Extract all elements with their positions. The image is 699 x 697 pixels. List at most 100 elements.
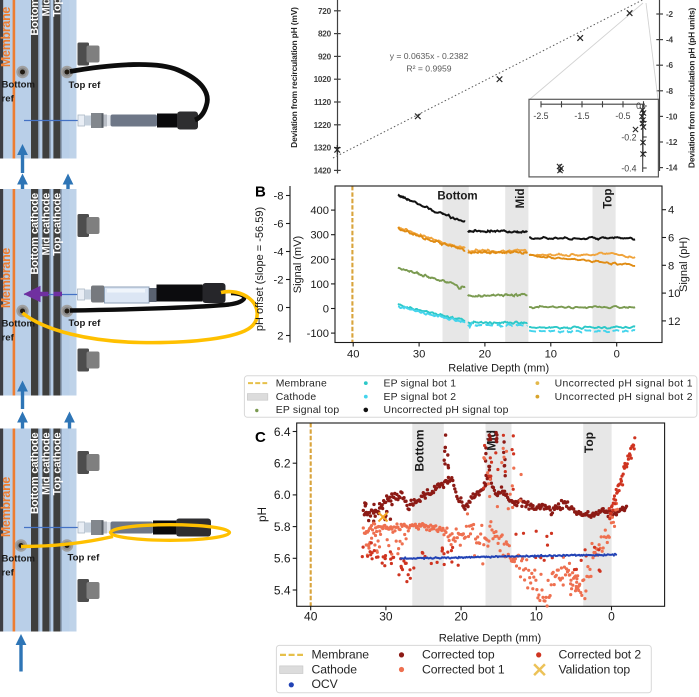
svg-text:Signal (mV): Signal (mV) — [292, 236, 304, 293]
svg-text:-6: -6 — [274, 219, 284, 231]
svg-text:-12: -12 — [666, 138, 678, 147]
svg-text:Bottom: Bottom — [2, 319, 36, 330]
svg-text:Top cathode: Top cathode — [51, 432, 63, 495]
svg-text:10: 10 — [668, 288, 680, 300]
svg-text:6.0: 6.0 — [274, 488, 291, 502]
svg-text:2: 2 — [277, 331, 283, 343]
svg-text:ref: ref — [2, 333, 15, 344]
svg-text:1120: 1120 — [314, 98, 332, 107]
svg-text:6.4: 6.4 — [274, 425, 291, 439]
svg-text:-8: -8 — [274, 191, 284, 203]
svg-text:720: 720 — [318, 7, 332, 16]
svg-text:ref: ref — [2, 94, 15, 105]
svg-text:-4: -4 — [274, 247, 284, 259]
svg-text:6: 6 — [668, 233, 674, 245]
svg-text:Uncorrected pH signal bot 2: Uncorrected pH signal bot 2 — [555, 392, 693, 403]
svg-text:Validation top: Validation top — [559, 662, 631, 676]
svg-text:4: 4 — [668, 205, 674, 217]
svg-text:300: 300 — [310, 230, 329, 242]
svg-text:Deviation from recirculation p: Deviation from recirculation pH (pH unit… — [687, 8, 697, 169]
svg-text:1320: 1320 — [314, 144, 332, 153]
svg-text:-1.5: -1.5 — [574, 111, 589, 121]
svg-text:Cathode: Cathode — [312, 662, 358, 676]
svg-text:EP signal bot 1: EP signal bot 1 — [384, 378, 457, 389]
svg-text:Mid: Mid — [515, 189, 527, 209]
svg-text:Mid cathode: Mid cathode — [40, 432, 52, 495]
svg-text:20: 20 — [454, 609, 468, 623]
svg-text:EP signal top: EP signal top — [276, 405, 340, 416]
svg-text:C: C — [255, 429, 266, 446]
svg-text:30: 30 — [413, 349, 425, 361]
svg-text:-4: -4 — [666, 36, 674, 45]
svg-text:Cathode: Cathode — [276, 392, 317, 403]
svg-text:200: 200 — [310, 254, 329, 266]
svg-text:0: 0 — [614, 349, 620, 361]
svg-text:Bottom cathode: Bottom cathode — [29, 193, 41, 275]
svg-text:0: 0 — [636, 101, 641, 111]
svg-text:Top ref: Top ref — [69, 318, 102, 329]
svg-text:B: B — [255, 184, 266, 201]
svg-text:ref: ref — [2, 568, 15, 579]
svg-text:EP signal bot 2: EP signal bot 2 — [384, 392, 457, 403]
svg-text:y = 0.0635x - 0.2382: y = 0.0635x - 0.2382 — [390, 51, 469, 61]
svg-text:5.8: 5.8 — [274, 520, 291, 534]
svg-text:Uncorrected pH signal bot 1: Uncorrected pH signal bot 1 — [555, 378, 693, 389]
svg-text:Top cathode: Top cathode — [51, 0, 63, 17]
svg-text:Signal (pH): Signal (pH) — [678, 237, 690, 292]
svg-text:Bottom: Bottom — [2, 554, 36, 565]
svg-text:Membrane: Membrane — [0, 248, 13, 308]
svg-text:-2: -2 — [666, 10, 674, 19]
svg-text:pH: pH — [255, 507, 269, 522]
svg-text:40: 40 — [304, 609, 318, 623]
svg-text:Bottom: Bottom — [437, 191, 477, 203]
svg-text:Corrected bot 1: Corrected bot 1 — [422, 662, 505, 676]
svg-text:Relative Depth (mm): Relative Depth (mm) — [448, 363, 549, 375]
svg-text:Top ref: Top ref — [68, 553, 101, 564]
svg-text:Uncorrected pH signal top: Uncorrected pH signal top — [384, 405, 509, 416]
svg-text:-100: -100 — [307, 328, 329, 340]
svg-text:100: 100 — [310, 279, 329, 291]
svg-text:Membrane: Membrane — [312, 648, 370, 662]
svg-text:1420: 1420 — [314, 166, 332, 175]
svg-text:Deviation from recirculation p: Deviation from recirculation pH (mV) — [289, 7, 299, 148]
svg-text:5.4: 5.4 — [274, 583, 291, 597]
svg-text:400: 400 — [310, 205, 329, 217]
svg-text:5.6: 5.6 — [274, 552, 291, 566]
svg-text:12: 12 — [668, 316, 680, 328]
svg-text:Bottom: Bottom — [413, 430, 427, 472]
svg-text:820: 820 — [318, 30, 332, 39]
svg-text:Corrected bot 2: Corrected bot 2 — [559, 648, 642, 662]
svg-text:Relative Depth (mm): Relative Depth (mm) — [439, 633, 542, 645]
svg-text:-0.2: -0.2 — [621, 133, 636, 143]
svg-text:Mid cathode: Mid cathode — [40, 0, 52, 17]
svg-text:Top cathode: Top cathode — [51, 193, 63, 256]
svg-text:-14: -14 — [666, 164, 678, 173]
svg-text:1220: 1220 — [314, 121, 332, 130]
svg-text:-0.4: -0.4 — [621, 164, 636, 174]
svg-text:Corrected top: Corrected top — [422, 648, 495, 662]
svg-text:8: 8 — [668, 260, 674, 272]
svg-text:pH offset (slope = -56.59): pH offset (slope = -56.59) — [254, 207, 266, 331]
svg-text:10: 10 — [545, 349, 557, 361]
svg-text:-0.5: -0.5 — [615, 111, 630, 121]
svg-text:920: 920 — [318, 52, 332, 61]
svg-text:Top ref: Top ref — [69, 80, 102, 91]
svg-text:30: 30 — [379, 609, 393, 623]
svg-text:R² = 0.9959: R² = 0.9959 — [406, 64, 451, 74]
svg-text:-2: -2 — [274, 275, 284, 287]
svg-text:1020: 1020 — [314, 75, 332, 84]
svg-text:0: 0 — [323, 304, 329, 316]
svg-text:40: 40 — [347, 349, 359, 361]
svg-text:-6: -6 — [666, 61, 674, 70]
svg-text:-8: -8 — [666, 87, 674, 96]
svg-text:Top: Top — [582, 432, 596, 453]
svg-text:Membrane: Membrane — [0, 7, 13, 67]
svg-text:Top: Top — [603, 189, 615, 209]
svg-text:Bottom cathode: Bottom cathode — [29, 0, 41, 36]
svg-text:Bottom cathode: Bottom cathode — [29, 432, 41, 514]
svg-text:Mid cathode: Mid cathode — [40, 193, 52, 256]
svg-text:10: 10 — [530, 609, 544, 623]
svg-text:20: 20 — [479, 349, 491, 361]
svg-text:Membrane: Membrane — [276, 378, 327, 389]
svg-text:OCV: OCV — [312, 677, 339, 691]
